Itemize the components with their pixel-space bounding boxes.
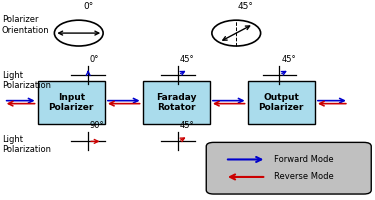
- Text: Reverse Mode: Reverse Mode: [274, 172, 333, 181]
- FancyBboxPatch shape: [38, 81, 105, 124]
- Text: 45°: 45°: [180, 121, 195, 130]
- Text: Light
Polarization: Light Polarization: [2, 71, 51, 90]
- Text: 45°: 45°: [238, 2, 254, 11]
- FancyBboxPatch shape: [206, 142, 371, 194]
- Text: Light
Polarization: Light Polarization: [2, 135, 51, 154]
- FancyBboxPatch shape: [248, 81, 315, 124]
- Text: 45°: 45°: [281, 55, 296, 64]
- Text: Polarizer
Orientation: Polarizer Orientation: [2, 15, 50, 35]
- Text: Output
Polarizer: Output Polarizer: [259, 93, 304, 112]
- FancyBboxPatch shape: [142, 81, 210, 124]
- Text: Forward Mode: Forward Mode: [274, 155, 333, 164]
- Text: Faraday
Rotator: Faraday Rotator: [156, 93, 196, 112]
- Text: 90°: 90°: [90, 121, 105, 130]
- Text: 0°: 0°: [83, 2, 93, 11]
- Text: Input
Polarizer: Input Polarizer: [49, 93, 94, 112]
- Text: 0°: 0°: [90, 55, 99, 64]
- Text: 45°: 45°: [180, 55, 195, 64]
